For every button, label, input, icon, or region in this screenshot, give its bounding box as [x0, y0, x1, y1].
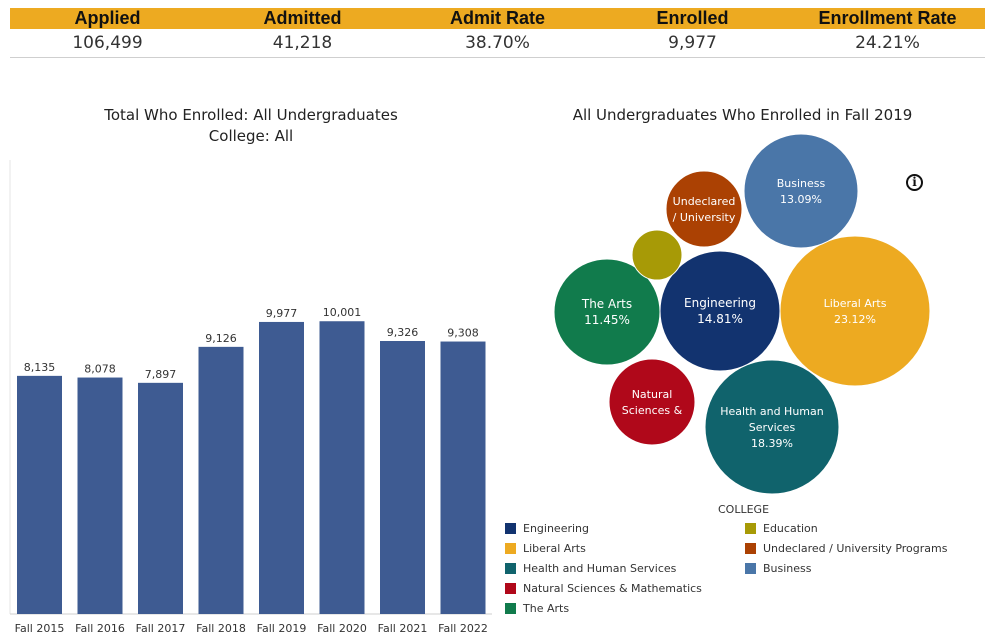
- kpi-value-applied: 106,499: [72, 33, 143, 53]
- bubble-label: / University: [673, 211, 736, 224]
- bar-value-label: 8,078: [84, 363, 116, 376]
- x-tick-label: Fall 2018: [196, 622, 246, 635]
- legend-item-liberal-arts[interactable]: Liberal Arts: [505, 542, 586, 555]
- legend-swatch: [745, 543, 756, 554]
- legend-label: Health and Human Services: [523, 562, 677, 575]
- bar-chart-title: Total Who Enrolled: All Undergraduates: [104, 106, 398, 124]
- legend-item-education[interactable]: Education: [745, 522, 818, 535]
- bubble-label: Undeclared: [673, 195, 736, 208]
- legend-swatch: [745, 523, 756, 534]
- kpi-header-enrolled: Enrolled: [656, 8, 729, 28]
- bar-fall-2020[interactable]: [319, 321, 365, 614]
- bubble-label: Business: [777, 177, 826, 190]
- kpi-header-admit-rate: Admit Rate: [449, 8, 545, 28]
- bubble-chart-title: All Undergraduates Who Enrolled in Fall …: [572, 106, 913, 124]
- legend-label: Undeclared / University Programs: [763, 542, 948, 555]
- bubble-education[interactable]: [631, 229, 683, 281]
- legend-swatch: [505, 603, 516, 614]
- bubble-label: Sciences &: [622, 404, 683, 417]
- x-tick-label: Fall 2017: [136, 622, 186, 635]
- x-tick-label: Fall 2015: [15, 622, 65, 635]
- bar-fall-2017[interactable]: [138, 382, 183, 614]
- bar-fall-2021[interactable]: [380, 341, 425, 614]
- kpi-value-enrollment-rate: 24.21%: [855, 33, 920, 53]
- bubble-undeclared-university-programs[interactable]: [665, 170, 743, 248]
- bar-fall-2015[interactable]: [17, 375, 62, 614]
- bubble-label: Liberal Arts: [824, 297, 887, 310]
- bar-fall-2018[interactable]: [198, 346, 244, 614]
- legend-item-business[interactable]: Business: [745, 562, 812, 575]
- legend-label: Liberal Arts: [523, 542, 586, 555]
- bubble-label: The Arts: [581, 297, 632, 311]
- legend-item-undeclared-university-programs[interactable]: Undeclared / University Programs: [745, 542, 947, 555]
- bubble-label: Engineering: [684, 296, 756, 310]
- legend-item-the-arts[interactable]: The Arts: [505, 602, 569, 615]
- legend-label: Natural Sciences & Mathematics: [523, 582, 702, 595]
- kpi-header-admitted: Admitted: [263, 8, 342, 28]
- bar-value-label: 9,308: [447, 327, 479, 340]
- x-tick-label: Fall 2020: [317, 622, 367, 635]
- kpi-header-bar: Applied Admitted Admit Rate Enrolled Enr…: [10, 8, 985, 29]
- bar-value-label: 10,001: [323, 306, 362, 319]
- bubble-liberal-arts[interactable]: [779, 235, 931, 387]
- bar-value-label: 9,977: [266, 307, 298, 320]
- legend-label: Business: [763, 562, 812, 575]
- bubble-label: 23.12%: [834, 313, 876, 326]
- legend-item-natural-sciences-mathematics[interactable]: Natural Sciences & Mathematics: [505, 582, 702, 595]
- bubble-the-arts[interactable]: [553, 258, 661, 366]
- bar-fall-2022[interactable]: [440, 341, 486, 614]
- bubble-label: 13.09%: [780, 193, 822, 206]
- bubble-label: Natural: [632, 388, 673, 401]
- info-icon[interactable]: i: [906, 174, 923, 191]
- kpi-value-enrolled: 9,977: [668, 33, 717, 53]
- bubble-label: 14.81%: [697, 312, 743, 326]
- legend-label: Engineering: [523, 522, 589, 535]
- bubble-label: Health and Human: [720, 405, 824, 418]
- bubble-health-and-human-services[interactable]: [704, 359, 840, 495]
- bar-value-label: 8,135: [24, 361, 56, 374]
- legend-swatch: [505, 563, 516, 574]
- x-tick-label: Fall 2022: [438, 622, 488, 635]
- kpi-value-admit-rate: 38.70%: [465, 33, 530, 53]
- bubble-label: Services: [749, 421, 796, 434]
- legend-item-engineering[interactable]: Engineering: [505, 522, 589, 535]
- bubble-chart: Engineering 14.81% Liberal Arts 23.12% Healt…: [553, 133, 931, 495]
- bar-chart: 8,135 Fall 2015 8,078 Fall 2016 7,897 Fall 20…: [9, 160, 492, 635]
- bubble-natural-sciences-mathematics[interactable]: [608, 358, 696, 446]
- kpi-header-enrollment-rate: Enrollment Rate: [818, 8, 957, 28]
- legend-swatch: [505, 583, 516, 594]
- kpi-value-admitted: 41,218: [272, 33, 333, 53]
- bar-value-label: 9,326: [387, 326, 419, 339]
- bubble-business[interactable]: [743, 133, 859, 249]
- kpi-header-applied: Applied: [74, 8, 141, 28]
- legend-label: Education: [763, 522, 818, 535]
- kpi-values-row: 106,499 41,218 38.70% 9,977 24.21%: [10, 29, 985, 58]
- legend-swatch: [505, 543, 516, 554]
- bar-value-label: 7,897: [145, 368, 177, 381]
- x-tick-label: Fall 2019: [257, 622, 307, 635]
- legend-swatch: [505, 523, 516, 534]
- bar-fall-2016[interactable]: [77, 377, 123, 614]
- legend-item-health-and-human-services[interactable]: Health and Human Services: [505, 562, 676, 575]
- legend-swatch: [745, 563, 756, 574]
- college-legend: Engineering Liberal Arts Health and Human …: [505, 522, 985, 622]
- x-tick-label: Fall 2016: [75, 622, 125, 635]
- bar-value-label: 9,126: [205, 332, 237, 345]
- bar-chart-subtitle: College: All: [208, 127, 294, 145]
- bar-chart-title-block: Total Who Enrolled: All Undergraduates C…: [10, 105, 492, 147]
- bubble-label: 18.39%: [751, 437, 793, 450]
- bar-fall-2019[interactable]: [259, 321, 304, 614]
- legend-label: The Arts: [523, 602, 570, 615]
- legend-title: COLLEGE: [718, 503, 770, 516]
- x-tick-label: Fall 2021: [378, 622, 428, 635]
- bubble-label: 11.45%: [584, 313, 630, 327]
